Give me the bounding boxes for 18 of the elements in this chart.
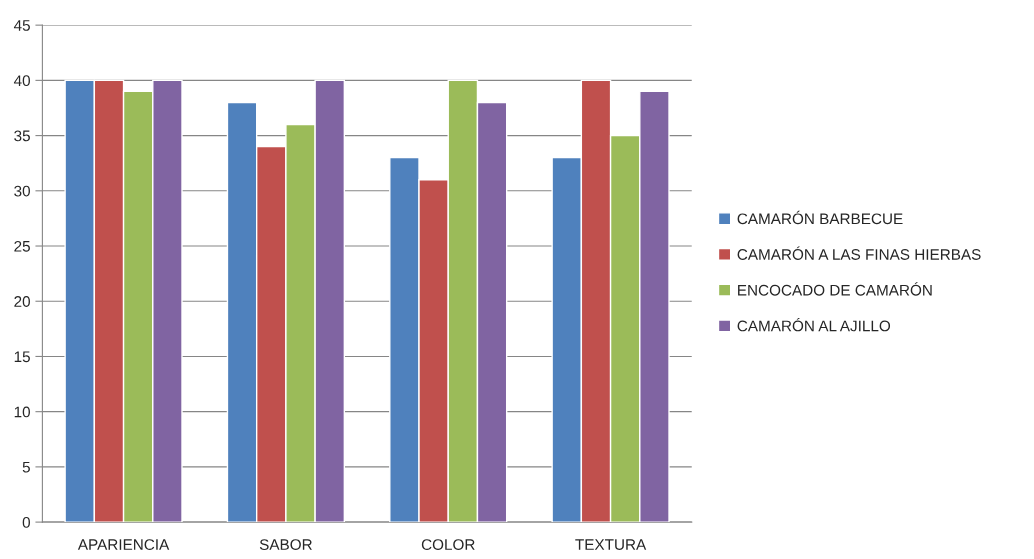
x-tick-label: TEXTURA [575,539,647,550]
legend-label: ENCOCADO DE CAMARÓN [738,282,932,296]
y-tick-label: 40 [13,75,30,87]
y-tick-label: 20 [14,296,30,307]
x-tick-label: COLOR [421,539,475,550]
x-tick-label: APARIENCIA [77,539,170,550]
legend-label: CAMARÓN AL AJILLO [737,317,891,332]
y-tick-label: 30 [14,185,30,197]
y-tick-label: 10 [14,406,30,418]
y-tick-label: 25 [14,240,30,252]
y-tick-label: 0 [22,516,30,528]
y-tick-label: 35 [14,130,30,142]
y-tick-label: 15 [14,351,30,363]
x-tick-label: SABOR [259,539,312,550]
legend-label: CAMARÓN A LAS FINAS HIERBAS [737,246,981,260]
y-tick-label: 5 [22,461,30,473]
legend-label: CAMARÓN BARBECUE [737,210,903,225]
y-tick-label: 45 [13,20,30,31]
